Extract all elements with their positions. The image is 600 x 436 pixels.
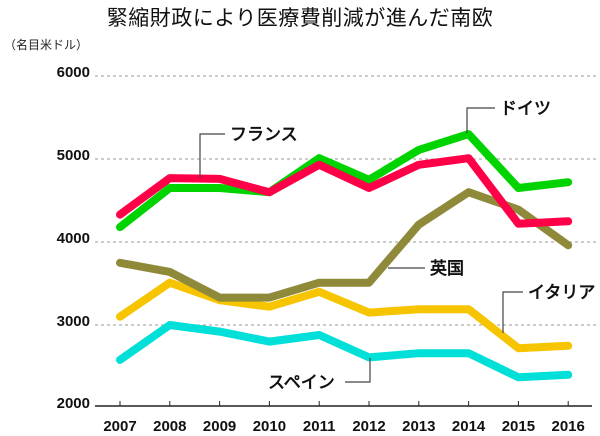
series-leader-line (502, 291, 523, 333)
y-tick-label: 3000 (57, 313, 90, 330)
series-line (116, 154, 573, 228)
x-tick-label: 2007 (103, 418, 136, 435)
series-leader-line (199, 133, 225, 178)
series-label: イタリア (528, 283, 595, 303)
series-leader-line (345, 358, 371, 383)
y-tick-label: 4000 (57, 230, 90, 247)
x-tick-label: 2010 (253, 418, 286, 435)
y-tick-label: 5000 (57, 147, 90, 164)
series-label: フランス (230, 125, 298, 145)
series-line (116, 278, 573, 353)
x-tick-label: 2009 (203, 418, 236, 435)
x-tick-label: 2014 (452, 418, 486, 435)
x-tick-label: 2015 (502, 418, 535, 435)
series-leader-line (466, 107, 495, 133)
x-tick-label: 2008 (153, 418, 186, 435)
y-tick-label: 2000 (57, 395, 90, 412)
series-label: ドイツ (500, 99, 551, 119)
chart-title: 緊縮財政により医療費削減が進んだ南欧 (106, 6, 494, 30)
x-tick-label: 2016 (552, 418, 585, 435)
y-axis-unit-label: （名目米ドル） (4, 38, 89, 52)
series-line (116, 321, 573, 382)
y-tick-label: 6000 (57, 64, 90, 81)
x-tick-label: 2011 (303, 418, 336, 435)
series-line (116, 130, 573, 232)
x-tick-label: 2013 (402, 418, 435, 435)
series-label: スペイン (268, 373, 335, 393)
series-label: 英国 (430, 258, 464, 279)
series-line (116, 188, 573, 302)
x-tick-label: 2012 (352, 418, 385, 435)
